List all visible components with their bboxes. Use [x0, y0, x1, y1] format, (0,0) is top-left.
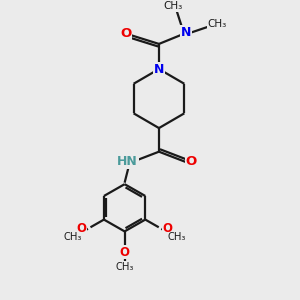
Text: N: N: [181, 26, 191, 39]
Text: O: O: [120, 246, 130, 259]
Text: O: O: [163, 222, 172, 235]
Text: O: O: [77, 222, 87, 235]
Text: O: O: [186, 155, 197, 168]
Text: CH₃: CH₃: [116, 262, 134, 272]
Text: CH₃: CH₃: [208, 19, 227, 29]
Text: HN: HN: [117, 155, 138, 168]
Text: CH₃: CH₃: [164, 1, 183, 11]
Text: CH₃: CH₃: [64, 232, 82, 242]
Text: N: N: [154, 62, 164, 76]
Text: CH₃: CH₃: [167, 232, 185, 242]
Text: O: O: [121, 27, 132, 40]
